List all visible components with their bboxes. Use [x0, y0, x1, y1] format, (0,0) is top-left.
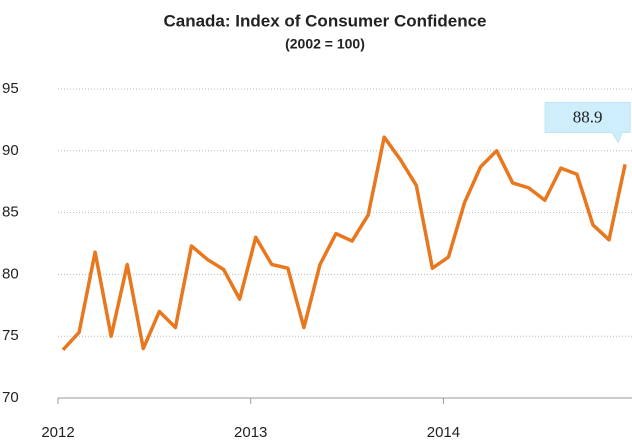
chart-title: Canada: Index of Consumer Confidence [163, 11, 486, 30]
data-label: 88.9 [573, 107, 603, 126]
x-tick-label: 2014 [427, 424, 460, 441]
y-tick-label: 95 [2, 80, 19, 97]
callout [544, 101, 631, 144]
x-tick-label: 2012 [41, 424, 74, 441]
y-tick-label: 90 [2, 142, 19, 159]
y-tick-label: 75 [2, 327, 19, 344]
data-line [61, 135, 627, 351]
y-tick-label: 80 [2, 265, 19, 282]
y-tick-label: 70 [2, 389, 19, 406]
chart-subtitle: (2002 = 100) [285, 36, 365, 52]
x-tick-label: 2013 [234, 424, 267, 441]
y-tick-label: 85 [2, 204, 19, 221]
